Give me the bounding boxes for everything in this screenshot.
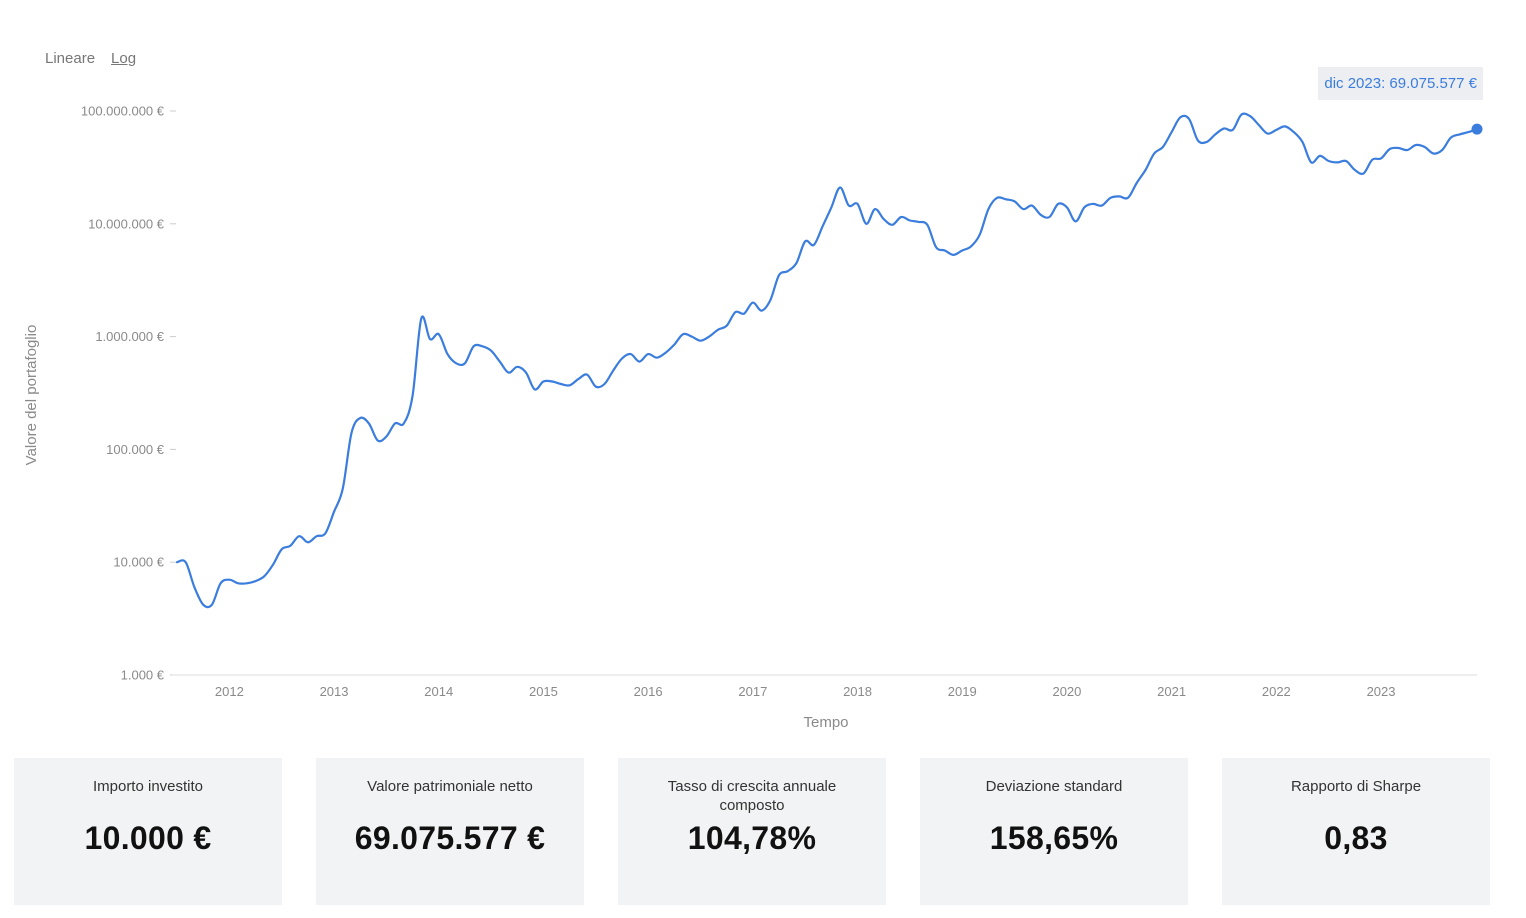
y-tick-label: 100.000 € (106, 442, 165, 457)
stat-card-std-dev: Deviazione standard 158,65% (920, 758, 1188, 905)
x-tick-label: 2014 (424, 684, 453, 699)
y-axis-title: Valore del portafoglio (23, 325, 40, 466)
linear-scale-button[interactable]: Lineare (45, 50, 96, 67)
value-tooltip: dic 2023: 69.075.577 € (1318, 67, 1483, 100)
x-axis-title: Tempo (803, 714, 848, 731)
y-tick-label: 10.000.000 € (88, 216, 165, 231)
last-value-marker[interactable] (1471, 123, 1483, 135)
x-tick-label: 2012 (215, 684, 244, 699)
x-tick-label: 2019 (948, 684, 977, 699)
stat-label: Importo investito (92, 778, 204, 795)
stat-card-sharpe: Rapporto di Sharpe 0,83 (1222, 758, 1490, 905)
stat-value: 104,78% (687, 820, 817, 856)
stat-label: Rapporto di Sharpe (1290, 778, 1422, 795)
x-tick-label: 2022 (1262, 684, 1291, 699)
y-axis-ticks: 1.000 € 10.000 € 100.000 € 1.000.000 € 10.00… (81, 104, 176, 683)
y-tick-label: 10.000 € (113, 555, 164, 570)
stat-card-invested: Importo investito 10.000 € (14, 758, 282, 905)
stat-value: 158,65% (989, 820, 1119, 856)
stat-label: Valore patrimoniale netto (367, 778, 533, 795)
y-tick-label: 100.000.000 € (81, 104, 165, 119)
x-tick-label: 2023 (1367, 684, 1396, 699)
scale-toggle: Lineare Log (45, 50, 136, 67)
y-tick-label: 1.000 € (121, 668, 165, 683)
stat-card-cagr: Tasso di crescita annuale composto 104,7… (618, 758, 886, 905)
stat-card-net-value: Valore patrimoniale netto 69.075.577 € (316, 758, 584, 905)
y-tick-label: 1.000.000 € (95, 329, 164, 344)
portfolio-value-line (175, 112, 1479, 609)
stats-cards: Importo investito 10.000 € Valore patrim… (14, 758, 1490, 905)
x-tick-label: 2020 (1052, 684, 1081, 699)
x-axis-ticks: 2012 2013 2014 2015 2016 2017 2018 2019 2020 2021… (215, 684, 1396, 699)
x-tick-label: 2013 (320, 684, 349, 699)
x-tick-label: 2017 (738, 684, 767, 699)
x-tick-label: 2015 (529, 684, 558, 699)
log-scale-button[interactable]: Log (111, 50, 137, 67)
x-tick-label: 2018 (843, 684, 872, 699)
stat-label: Tasso di crescita annuale composto (667, 778, 837, 814)
stat-label: Deviazione standard (985, 778, 1123, 795)
x-tick-label: 2021 (1157, 684, 1186, 699)
stat-value: 69.075.577 € (354, 820, 546, 856)
stat-value: 0,83 (1324, 820, 1388, 856)
stat-value: 10.000 € (84, 820, 212, 856)
portfolio-chart: 1.000 € 10.000 € 100.000 € 1.000.000 € 10.00… (23, 104, 1483, 731)
x-tick-label: 2016 (634, 684, 663, 699)
